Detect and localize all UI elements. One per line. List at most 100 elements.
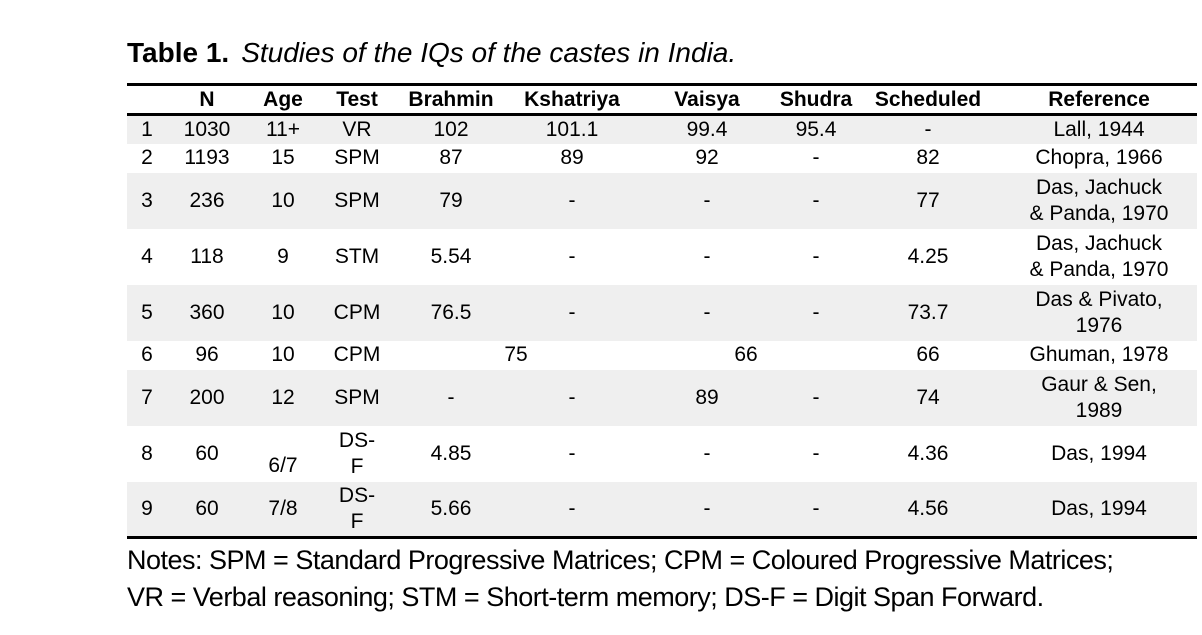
cell-reference: Das, Jachuck & Panda, 1970 — [1029, 231, 1169, 281]
cell-vaisya: 99.4 — [686, 117, 728, 141]
table-number-label: Table 1. — [127, 37, 230, 68]
cell-shudra: - — [812, 244, 820, 268]
cell-row-number: 9 — [141, 496, 153, 520]
column-header-brahmin: Brahmin — [408, 87, 494, 111]
cell-scheduled: 66 — [916, 343, 940, 366]
cell-scheduled: 4.25 — [907, 244, 949, 268]
cell-n: 1030 — [183, 117, 231, 141]
cell-n: 1193 — [184, 146, 230, 169]
cell-scheduled: 82 — [916, 146, 940, 169]
cell-shudra: 95.4 — [795, 117, 837, 141]
table-row: 7 200 12 SPM - - 89 - 74 Gaur & Sen, 198… — [127, 369, 1197, 426]
column-header-test: Test — [336, 87, 378, 111]
header-row: N Age Test Brahmin Kshatriya Vaisya Shud… — [127, 85, 1197, 115]
table-row: 8 60 6/7 DS- F 4.85 - - - 4.36 Das, 1994 — [127, 426, 1197, 482]
table-title: Table 1. Studies of the IQs of the castes… — [127, 36, 1197, 70]
cell-shudra: - — [812, 188, 820, 212]
cell-test: VR — [342, 117, 372, 141]
cell-brahmin: 5.54 — [430, 244, 472, 268]
cell-brahmin: 79 — [439, 188, 463, 212]
cell-kshatriya: - — [568, 441, 576, 465]
cell-age: 11+ — [265, 117, 301, 141]
cell-vaisya-shudra: 66 — [734, 343, 758, 366]
cell-brahmin: 76.5 — [430, 300, 472, 324]
cell-row-number: 4 — [141, 244, 153, 268]
cell-age: 10 — [271, 188, 295, 212]
cell-test: DS- F — [338, 483, 376, 533]
cell-kshatriya: - — [568, 385, 576, 409]
cell-age: 10 — [271, 343, 295, 366]
cell-vaisya: 92 — [695, 146, 719, 169]
cell-row-number: 3 — [141, 188, 153, 212]
cell-scheduled: 4.36 — [907, 441, 949, 465]
table-row: 5 360 10 CPM 76.5 - - - 73.7 Das & Pivat… — [127, 284, 1197, 341]
cell-vaisya: - — [703, 441, 711, 465]
table-row: 6 96 10 CPM 75 66 66 Ghuman, 1978 — [127, 341, 1197, 370]
column-header-blank — [127, 85, 167, 115]
cell-n: 60 — [195, 496, 219, 520]
cell-age: 12 — [271, 385, 295, 409]
cell-n: 96 — [195, 343, 219, 366]
cell-age: 10 — [271, 300, 295, 324]
cell-scheduled: 77 — [916, 188, 940, 212]
cell-scheduled: 74 — [916, 385, 940, 409]
table-caption: Studies of the IQs of the castes in Indi… — [241, 37, 737, 68]
cell-reference: Chopra, 1966 — [1035, 146, 1163, 169]
table-row: 4 118 9 STM 5.54 - - - 4.25 Das, Jachuck… — [127, 229, 1197, 285]
cell-reference: Das & Pivato, 1976 — [1035, 287, 1163, 337]
cell-vaisya: - — [703, 244, 711, 268]
cell-kshatriya: - — [568, 244, 576, 268]
cell-row-number: 5 — [141, 300, 153, 324]
cell-kshatriya: - — [568, 300, 576, 324]
cell-vaisya: - — [703, 188, 711, 212]
cell-scheduled: 73.7 — [907, 300, 949, 324]
cell-shudra: - — [812, 441, 820, 465]
table-row: 1 1030 11+ VR 102 101.1 99.4 95.4 - Lall… — [127, 114, 1197, 144]
cell-brahmin: 4.85 — [430, 441, 472, 465]
cell-n: 118 — [190, 244, 224, 268]
table-row: 2 1193 15 SPM 87 89 92 - 82 Chopra, 1966 — [127, 144, 1197, 173]
cell-n: 360 — [189, 300, 225, 324]
cell-test: SPM — [334, 146, 380, 169]
cell-test: CPM — [333, 300, 381, 324]
cell-brahmin: 102 — [433, 117, 469, 141]
cell-age: 7/8 — [268, 496, 298, 520]
cell-row-number: 8 — [141, 441, 153, 465]
cell-n: 236 — [189, 188, 225, 212]
cell-reference: Das, 1994 — [1051, 496, 1147, 520]
cell-brahmin: - — [447, 385, 455, 409]
table-figure: Table 1. Studies of the IQs of the castes… — [127, 36, 1197, 616]
table-row: 3 236 10 SPM 79 - - - 77 Das, Jachuck & … — [127, 172, 1197, 229]
cell-row-number: 7 — [141, 385, 153, 409]
cell-n: 60 — [195, 441, 219, 465]
cell-reference: Ghuman, 1978 — [1029, 343, 1169, 366]
column-header-shudra: Shudra — [779, 87, 853, 111]
column-header-kshatriya: Kshatriya — [524, 87, 620, 111]
cell-vaisya: 89 — [695, 385, 719, 409]
cell-brahmin: 87 — [439, 146, 463, 169]
iq-studies-table: N Age Test Brahmin Kshatriya Vaisya Shud… — [127, 83, 1197, 539]
cell-kshatriya: 101.1 — [545, 117, 599, 141]
cell-reference: Das, Jachuck & Panda, 1970 — [1029, 175, 1169, 225]
cell-row-number: 6 — [141, 343, 153, 366]
column-header-age: Age — [263, 87, 303, 111]
cell-test: SPM — [334, 188, 380, 212]
cell-test: SPM — [334, 385, 380, 409]
cell-test: DS- F — [338, 428, 376, 478]
cell-shudra: - — [812, 300, 820, 324]
cell-brahmin-kshatriya: 75 — [504, 343, 528, 366]
cell-scheduled: - — [924, 117, 932, 141]
cell-brahmin: 5.66 — [430, 496, 472, 520]
cell-scheduled: 4.56 — [907, 496, 949, 520]
cell-shudra: - — [812, 146, 820, 169]
cell-age: 6/7 — [268, 453, 298, 477]
cell-age: 9 — [277, 244, 289, 268]
cell-test: STM — [334, 244, 380, 268]
column-header-vaisya: Vaisya — [674, 87, 740, 111]
cell-vaisya: - — [703, 300, 711, 324]
cell-row-number: 2 — [141, 146, 153, 169]
table-notes: Notes: SPM = Standard Progressive Matric… — [127, 545, 1114, 612]
cell-reference: Das, 1994 — [1051, 441, 1147, 465]
cell-row-number: 1 — [141, 117, 153, 141]
cell-age: 15 — [271, 146, 295, 169]
